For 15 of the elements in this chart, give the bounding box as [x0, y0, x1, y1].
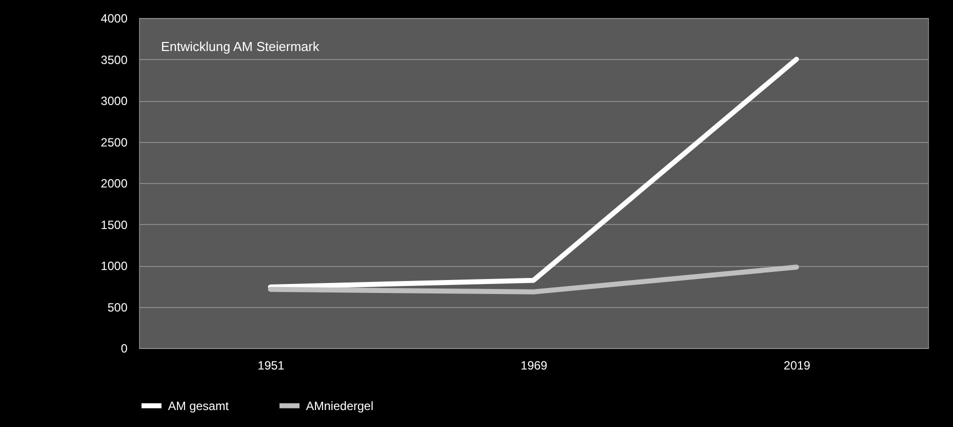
y-tick-label: 0	[120, 342, 128, 356]
y-tick-label: 1500	[100, 218, 128, 232]
y-tick-label: 1000	[100, 259, 128, 273]
x-tick-label: 1951	[258, 358, 285, 372]
text: Entwicklung AM Steiermark	[161, 39, 320, 54]
y-tick-label: 4000	[100, 12, 128, 26]
x-tick-label: 1969	[520, 358, 548, 372]
legend-label: AM gesamt	[168, 398, 230, 413]
y-tick-label: 2000	[100, 176, 128, 190]
y-tick-label: 2500	[100, 135, 128, 150]
x-tick-label: 2019	[784, 358, 811, 372]
legend-label: AMniedergel	[306, 398, 374, 413]
y-tick-label: 3500	[100, 52, 128, 67]
y-tick-label: 3000	[100, 94, 128, 108]
y-tick-label: 500	[107, 300, 128, 314]
